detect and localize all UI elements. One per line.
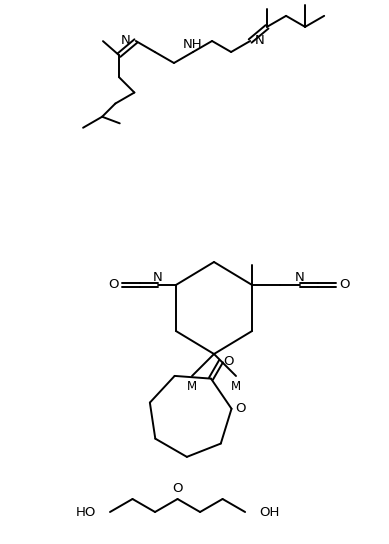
Text: N: N bbox=[255, 34, 265, 47]
Text: M: M bbox=[187, 380, 197, 393]
Text: N: N bbox=[121, 34, 131, 47]
Text: O: O bbox=[224, 355, 234, 368]
Text: O: O bbox=[109, 279, 119, 292]
Text: OH: OH bbox=[259, 505, 279, 518]
Text: O: O bbox=[235, 402, 246, 415]
Text: M: M bbox=[231, 380, 241, 393]
Text: HO: HO bbox=[75, 505, 96, 518]
Text: O: O bbox=[172, 481, 183, 494]
Text: N: N bbox=[153, 271, 163, 284]
Text: N: N bbox=[295, 271, 305, 284]
Text: O: O bbox=[339, 279, 349, 292]
Text: NH: NH bbox=[183, 38, 203, 51]
